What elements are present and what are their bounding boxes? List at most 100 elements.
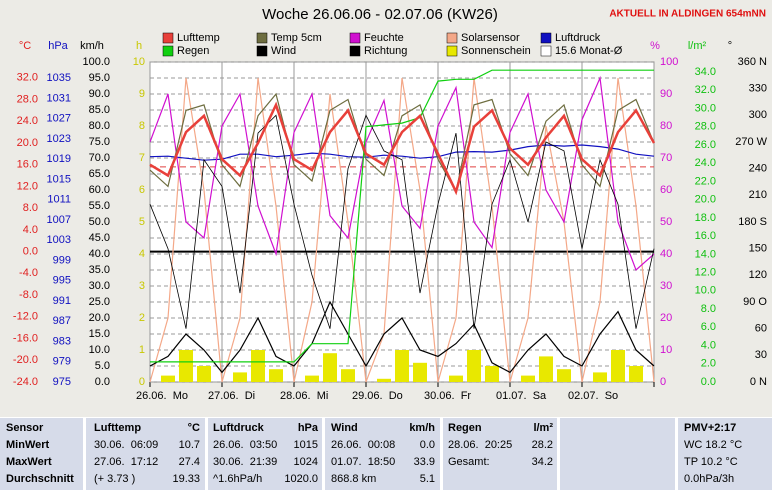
y-tick-label: 2 (139, 312, 145, 324)
legend-swatch (540, 45, 552, 57)
y-tick-label: 10.0 (89, 344, 110, 356)
y-tick-label: 987 (53, 315, 71, 327)
bar (539, 356, 553, 382)
table-cell: 1024 (294, 456, 318, 468)
table-cell: ^1.6hPa/h (213, 473, 262, 485)
y-tick-label: 1003 (47, 234, 71, 246)
y-tick-label: 8 (139, 120, 145, 132)
y-tick-label: 100.0 (82, 56, 110, 68)
y-tick-label: 30 (755, 349, 767, 361)
legend-label: Solarsensor (461, 32, 520, 44)
bar (179, 350, 193, 382)
y-tick-label: 979 (53, 356, 71, 368)
y-tick-label: 0 (660, 376, 666, 388)
y-tick-label: 30 (660, 280, 672, 292)
y-tick-label: 24.0 (17, 115, 38, 127)
bar (197, 366, 211, 382)
table-cell: 34.2 (532, 456, 553, 468)
y-tick-label: 1 (139, 344, 145, 356)
x-tick-label: 01.07. Sa (496, 390, 547, 402)
y-tick-label: -24.0 (13, 376, 38, 388)
y-tick-label: 120 (749, 269, 767, 281)
table-cell: 868.8 km (331, 473, 376, 485)
x-tick-label: 27.06. Di (208, 390, 255, 402)
y-tick-label: 4 (139, 248, 145, 260)
legend-swatch (349, 45, 361, 57)
y-tick-label: 32.0 (695, 84, 716, 96)
y-tick-label: 0 (139, 376, 145, 388)
table-header: Luftdruck (213, 422, 265, 434)
y-tick-label: 4.0 (701, 339, 716, 351)
y-tick-label: 75.0 (89, 136, 110, 148)
table-cell: 26.06. 00:08 (331, 439, 395, 451)
y-tick-label: 1027 (47, 113, 71, 125)
y-tick-label: -20.0 (13, 354, 38, 366)
x-tick-label: 02.07. So (568, 390, 618, 402)
y-tick-label: 8.0 (23, 202, 38, 214)
y-tick-label: 25.0 (89, 296, 110, 308)
y-tick-label: 0.0 (701, 376, 716, 388)
annotation: AKTUELL IN ALDINGEN 654mNN (609, 9, 766, 20)
y-tick-label: 16.0 (17, 159, 38, 171)
legend-swatch (446, 32, 458, 44)
legend-label: Richtung (364, 45, 407, 57)
y-tick-label: 1019 (47, 153, 71, 165)
y-tick-label: 85.0 (89, 104, 110, 116)
bar (611, 350, 625, 382)
y-tick-label: 12.0 (17, 180, 38, 192)
y-tick-label: 8.0 (701, 303, 716, 315)
y-tick-label: 0 N (750, 376, 767, 388)
y-tick-label: 90 (660, 88, 672, 100)
legend-swatch (349, 32, 361, 44)
legend-label: Lufttemp (177, 32, 220, 44)
series-line (149, 77, 655, 383)
legend-label: Feuchte (364, 32, 404, 44)
axis-unit: l/m² (688, 40, 707, 52)
y-tick-label: 180 S (738, 216, 767, 228)
table-cell: 26.06. 03:50 (213, 439, 277, 451)
y-tick-label: 95.0 (89, 72, 110, 84)
table-cell: 0.0 (420, 439, 435, 451)
y-tick-label: -4.0 (19, 267, 38, 279)
legend-label: Luftdruck (555, 32, 601, 44)
y-tick-label: 18.0 (695, 212, 716, 224)
axis-unit: ° (728, 40, 732, 52)
y-tick-label: 20.0 (89, 312, 110, 324)
chart-title: Woche 26.06.06 - 02.07.06 (KW26) (262, 6, 498, 23)
y-tick-label: -8.0 (19, 289, 38, 301)
y-tick-label: 40.0 (89, 248, 110, 260)
table-cell: WC 18.2 °C (684, 439, 742, 451)
y-tick-label: 14.0 (695, 248, 716, 260)
cell (443, 418, 557, 490)
y-tick-label: 5.0 (95, 360, 110, 372)
table-cells (0, 418, 772, 490)
bar (251, 350, 265, 382)
row-label: MaxWert (6, 456, 52, 468)
table-cell: 10.7 (179, 439, 200, 451)
legend-label: Sonnenschein (461, 45, 531, 57)
y-tick-label: 330 (749, 83, 767, 95)
table-cell: 27.4 (179, 456, 200, 468)
y-tick-label: 150 (749, 243, 767, 255)
bar (449, 375, 463, 382)
table-cell: 28.2 (532, 439, 553, 451)
x-tick-label: 28.06. Mi (280, 390, 328, 402)
row-label: Durchschnitt (6, 473, 74, 485)
bar (413, 362, 427, 382)
y-tick-label: 360 N (738, 56, 767, 68)
y-tick-label: -12.0 (13, 311, 38, 323)
bar (521, 375, 535, 382)
axis-unit: h (136, 40, 142, 52)
series-line (149, 300, 655, 374)
table-cell: 19.33 (172, 473, 200, 485)
axis-unit: % (650, 40, 660, 52)
series-line (149, 75, 655, 272)
bar (557, 369, 571, 382)
table-header: Regen (448, 422, 482, 434)
table-cell: 30.06. 21:39 (213, 456, 277, 468)
y-tick-label: 0.0 (23, 246, 38, 258)
y-tick-label: 1011 (47, 194, 71, 206)
table-cell: (+ 3.73 ) (94, 473, 135, 485)
